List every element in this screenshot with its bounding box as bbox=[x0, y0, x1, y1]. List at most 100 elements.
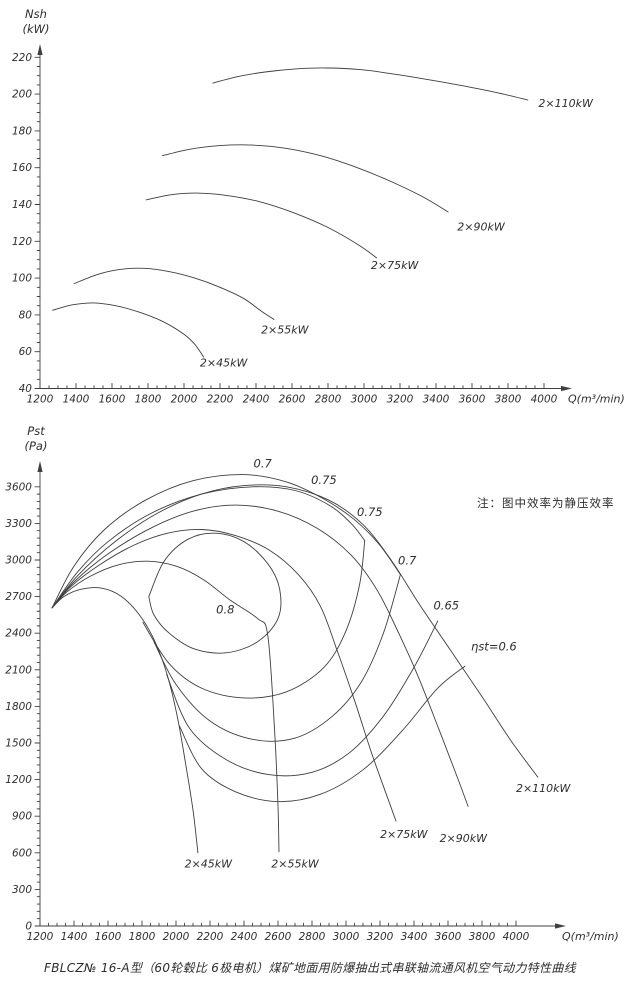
x-axis-arrow bbox=[561, 385, 572, 392]
shaft-power-curves-chart: 1200 1400 1600 1800 2000 2200 2400 2600 2800 3000… bbox=[12, 7, 625, 406]
x-tick-label: 2800 bbox=[315, 394, 342, 406]
contour-eta-0.65-lower bbox=[166, 620, 439, 777]
curve-label-2×90kW: 2×90kW bbox=[440, 832, 489, 845]
y-tick-label: 220 bbox=[12, 52, 32, 64]
y-tick-label: 2700 bbox=[5, 591, 32, 603]
contour-eta-0.7-upper bbox=[51, 474, 401, 609]
contour-label-eta-0.75-upper: 0.75 bbox=[311, 473, 337, 487]
x-tick-label: 3000 bbox=[351, 394, 378, 406]
ticks bbox=[34, 486, 517, 927]
y-tick-label: 3300 bbox=[5, 518, 32, 530]
y-tick-label: 3000 bbox=[5, 555, 32, 567]
x-tick-label: 4000 bbox=[503, 931, 530, 943]
y-tick-label: 1800 bbox=[5, 701, 32, 713]
axis-titles: Pst(Pa) Q(m³/min) bbox=[25, 424, 619, 943]
curve-label-2×45kW: 2×45kW bbox=[185, 857, 234, 870]
x-tick-label: 2000 bbox=[163, 931, 190, 943]
y-axis-title-units: (kW) bbox=[22, 22, 49, 36]
curve-label-2×75kW: 2×75kW bbox=[371, 259, 420, 272]
curve-label-2×75kW: 2×75kW bbox=[380, 828, 429, 841]
series: 2×45kW 2×55kW 2×75kW 2×90kW 2×110kW 0.8 0.75 0.… bbox=[51, 456, 572, 870]
curve-2×110kW bbox=[212, 67, 529, 101]
x-tick-label: 3200 bbox=[367, 931, 394, 943]
figure-caption: FBLCZ№ 16-A型（60轮毂比 6极电机）煤矿地面用防爆抽出式串联轴流通风… bbox=[44, 961, 576, 975]
x-tick-label: 3800 bbox=[495, 394, 522, 406]
y-tick-label: 200 bbox=[12, 89, 32, 101]
y-tick-label: 2100 bbox=[5, 664, 32, 676]
y-axis-arrow bbox=[37, 44, 43, 55]
contour-eta-0.6-lower bbox=[178, 665, 466, 803]
x-tick-label: 2600 bbox=[265, 931, 292, 943]
x-tick-label: 3600 bbox=[459, 394, 486, 406]
curve-label-2×55kW: 2×55kW bbox=[271, 857, 320, 870]
contour-label-eta-0.8: 0.8 bbox=[216, 603, 234, 617]
x-tick-label: 1200 bbox=[27, 394, 54, 406]
curve-label-2×110kW: 2×110kW bbox=[516, 782, 572, 795]
y-axis-title: Nsh bbox=[25, 7, 47, 21]
tick-labels: 1200 1400 1600 1800 2000 2200 2400 2600 2800 3000… bbox=[5, 481, 529, 943]
contour-eta-0.75-upper bbox=[51, 486, 366, 609]
x-tick-label: 3000 bbox=[333, 931, 360, 943]
curve-label-2×55kW: 2×55kW bbox=[261, 323, 310, 336]
x-tick-label: 3400 bbox=[401, 931, 428, 943]
curve-2×75kW bbox=[51, 528, 397, 822]
tick-labels: 1200 1400 1600 1800 2000 2200 2400 2600 2800 3000… bbox=[12, 52, 558, 406]
contour-eta-0.7-lower bbox=[153, 574, 401, 742]
contour-label-eta-0.75-lower: 0.75 bbox=[357, 505, 383, 519]
x-tick-label: 4000 bbox=[531, 394, 558, 406]
curve-label-2×110kW: 2×110kW bbox=[538, 97, 594, 110]
curve-2×45kW bbox=[52, 302, 205, 358]
x-axis-title: Q(m³/min) bbox=[562, 930, 619, 943]
y-tick-label: 900 bbox=[12, 811, 32, 823]
axes bbox=[34, 461, 566, 929]
x-tick-label: 2400 bbox=[231, 931, 258, 943]
curve-2×110kW bbox=[51, 484, 539, 778]
contour-label-eta-0.65-lower: 0.65 bbox=[433, 598, 459, 612]
curve-2×75kW bbox=[145, 192, 378, 259]
static-pressure-curves-chart: 1200 1400 1600 1800 2000 2200 2400 2600 2800 3000… bbox=[5, 424, 619, 943]
curve-2×90kW bbox=[51, 504, 469, 807]
axes bbox=[34, 44, 572, 392]
curve-2×55kW bbox=[51, 560, 280, 853]
x-tick-label: 2200 bbox=[197, 931, 224, 943]
x-tick-label: 3600 bbox=[435, 931, 462, 943]
contour-label-eta-0.7-lower: 0.7 bbox=[398, 553, 417, 567]
y-tick-label: 140 bbox=[12, 199, 32, 211]
y-tick-label: 3600 bbox=[5, 481, 32, 493]
contour-eta-0.8 bbox=[148, 532, 282, 654]
ticks bbox=[34, 56, 545, 389]
y-tick-label: 300 bbox=[12, 884, 32, 896]
x-tick-label: 2600 bbox=[279, 394, 306, 406]
curve-2×90kW bbox=[161, 144, 449, 213]
y-tick-label: 100 bbox=[12, 273, 32, 285]
y-tick-label: 160 bbox=[12, 162, 32, 174]
curve-label-2×45kW: 2×45kW bbox=[200, 356, 249, 369]
y-axis-title: Pst bbox=[27, 424, 45, 438]
efficiency-note: 注：图中效率为静压效率 bbox=[477, 496, 615, 510]
x-axis-arrow bbox=[555, 923, 566, 929]
y-tick-label: 1200 bbox=[5, 774, 32, 786]
curve-2×45kW bbox=[51, 587, 199, 854]
y-tick-label: 40 bbox=[19, 383, 33, 395]
y-tick-label: 60 bbox=[19, 346, 33, 358]
x-tick-label: 1400 bbox=[63, 394, 90, 406]
y-tick-label: 0 bbox=[25, 921, 32, 933]
curve-2×55kW bbox=[73, 267, 275, 320]
y-tick-label: 1500 bbox=[5, 738, 32, 750]
y-tick-label: 2400 bbox=[5, 628, 32, 640]
axis-titles: Nsh(kW) Q(m³/min) bbox=[22, 7, 624, 406]
x-tick-label: 1600 bbox=[99, 394, 126, 406]
x-axis-title: Q(m³/min) bbox=[568, 393, 625, 406]
contour-label-eta-0.7-upper: 0.7 bbox=[254, 456, 273, 470]
y-tick-label: 120 bbox=[12, 236, 32, 248]
y-axis-title-units: (Pa) bbox=[25, 439, 48, 453]
curve-label-2×90kW: 2×90kW bbox=[457, 220, 506, 233]
series: 2×45kW 2×55kW 2×75kW 2×90kW 2×110kW bbox=[52, 67, 594, 369]
x-tick-label: 3400 bbox=[423, 394, 450, 406]
x-tick-label: 1800 bbox=[135, 394, 162, 406]
contour-label-eta-0.6-lower: ηst=0.6 bbox=[471, 639, 517, 653]
x-tick-label: 1600 bbox=[95, 931, 122, 943]
x-tick-label: 1200 bbox=[27, 931, 54, 943]
